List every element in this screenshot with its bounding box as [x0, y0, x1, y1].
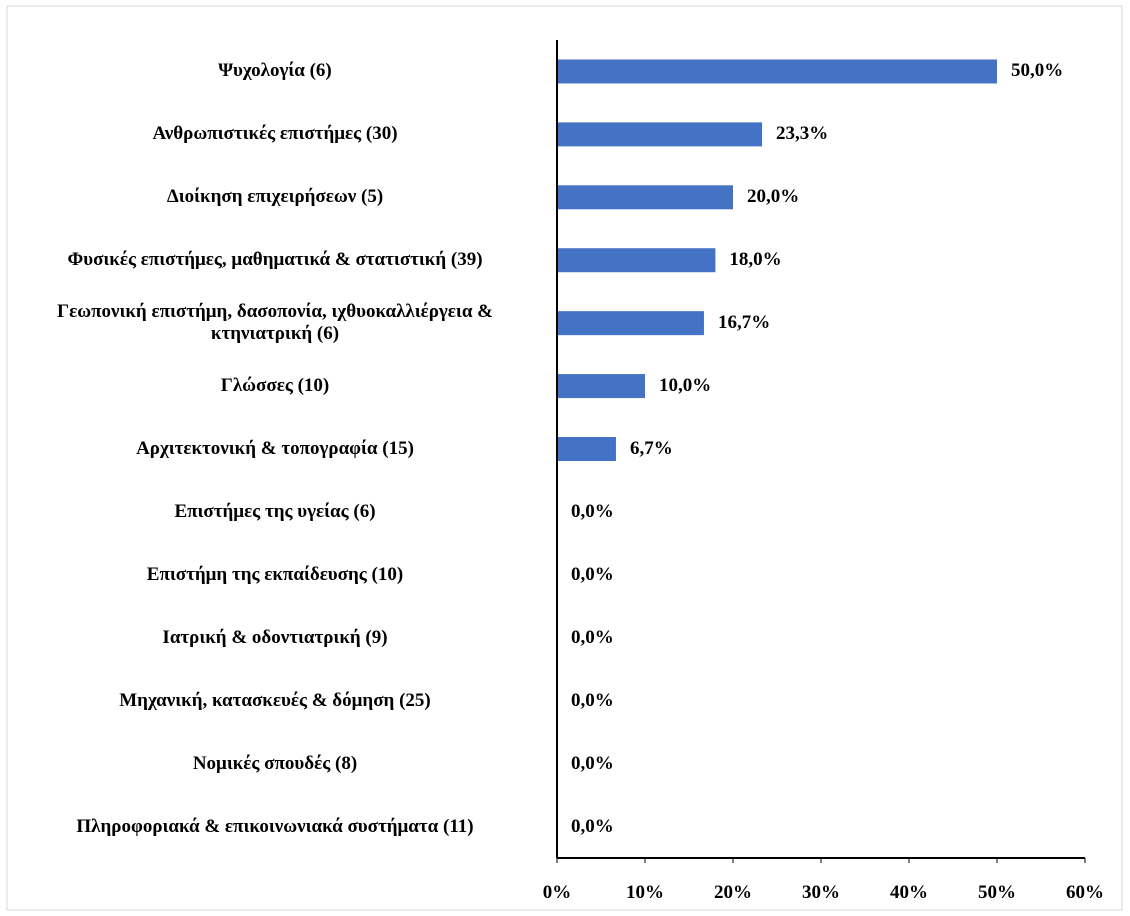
- category-label: Πληροφοριακά & επικοινωνιακά συστήματα (…: [76, 815, 474, 837]
- data-label: 20,0%: [747, 186, 800, 208]
- x-tick-label: 40%: [890, 882, 928, 903]
- category-label: Ψυχολογία (6): [218, 60, 332, 82]
- data-label: 16,7%: [717, 312, 771, 334]
- category-label: Γεωπονική επιστήμη, δασοπονία, ιχθυοκαλλ…: [57, 301, 493, 345]
- bar: [557, 374, 645, 399]
- bar: [557, 59, 997, 84]
- bar: [557, 122, 763, 147]
- category-label: Ανθρωπιστικές επιστήμες (30): [152, 123, 398, 145]
- data-label: 0,0%: [571, 689, 614, 711]
- bar: [557, 311, 704, 336]
- data-label: 0,0%: [571, 752, 614, 774]
- data-label: 50,0%: [1011, 60, 1064, 82]
- data-label: 0,0%: [571, 815, 614, 837]
- category-label: Αρχιτεκτονική & τοπογραφία (15): [136, 438, 414, 459]
- data-label: 18,0%: [729, 249, 782, 271]
- x-tick-label: 10%: [626, 882, 664, 903]
- frame: [6, 5, 1123, 911]
- category-label: Μηχανική, κατασκευές & δόμηση (25): [119, 689, 431, 711]
- data-label: 23,3%: [776, 123, 829, 145]
- category-label: Φυσικές επιστήμες, μαθηματικά & στατιστι…: [67, 249, 483, 271]
- data-label: 0,0%: [571, 626, 614, 648]
- category-label: Νομικές σπουδές (8): [192, 752, 358, 774]
- x-tick-label: 30%: [802, 882, 840, 903]
- data-label: 0,0%: [571, 500, 614, 522]
- bar: [557, 437, 616, 461]
- category-label: Διοίκηση επιχειρήσεων (5): [166, 186, 384, 208]
- bar: [557, 185, 733, 210]
- category-label: Επιστήμη της εκπαίδευσης (10): [146, 563, 404, 585]
- x-tick-label: 0%: [542, 882, 572, 903]
- x-tick-label: 20%: [714, 882, 752, 903]
- category-label: Ιατρική & οδοντιατρική (9): [162, 626, 388, 648]
- data-label: 6,7%: [629, 438, 673, 459]
- x-tick-label: 50%: [978, 882, 1016, 903]
- data-label: 0,0%: [571, 563, 614, 585]
- category-label: Επιστήμες της υγείας (6): [174, 500, 376, 522]
- bar: [557, 248, 716, 273]
- category-label: Γλώσσες (10): [220, 375, 330, 397]
- data-label: 10,0%: [659, 375, 712, 397]
- x-tick-label: 60%: [1066, 882, 1104, 903]
